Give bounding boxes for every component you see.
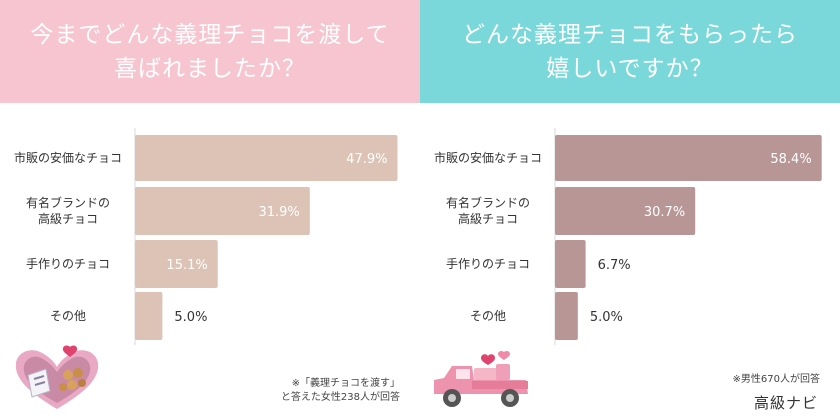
left-footnote-line1: ※「義理チョコを渡す」 [291, 378, 400, 389]
left-title-banner: 今までどんな義理チョコを渡して 喜ばれましたか？ [0, 0, 420, 103]
right-value-label-4: 5.0% [590, 310, 623, 325]
left-value-label-4: 5.0% [174, 310, 207, 325]
right-footnote: ※男性670人が回答 [732, 374, 820, 385]
right-value-label-1: 58.4% [770, 152, 811, 167]
left-bar-2 [135, 187, 310, 235]
right-title-line1: どんな義理チョコをもらったら [462, 21, 798, 48]
left-bar-4 [135, 292, 163, 340]
left-value-label-3: 15.1% [166, 258, 207, 273]
right-bar-chart: 市販の安価なチョコ 58.4% 有名ブランドの高級チョコ 30.7% 手作りのチョコ 6.… [434, 128, 822, 345]
left-footnote-line2: と答えた女性238人が回答 [280, 392, 400, 403]
left-panel: 今までどんな義理チョコを渡して 喜ばれましたか？ 市販の安価なチョコ 47.9% 有… [0, 0, 420, 409]
heart-chocolate-box-icon [15, 345, 99, 409]
right-bar-1 [555, 135, 822, 181]
right-category-label-2: 有名ブランドの高級チョコ [446, 195, 530, 226]
left-title-line2: 喜ばれましたか？ [114, 55, 306, 82]
left-category-label-4: その他 [50, 309, 86, 323]
right-bar-3 [555, 240, 586, 288]
left-bar-chart: 市販の安価なチョコ 47.9% 有名ブランドの高級チョコ 31.9% 手作りのチョコ 15… [14, 128, 398, 345]
right-category-label-1: 市販の安価なチョコ [434, 150, 542, 165]
right-category-label-4: その他 [470, 309, 506, 323]
right-value-label-2: 30.7% [644, 205, 685, 220]
right-panel: どんな義理チョコをもらったら 嬉しいですか？ 市販の安価なチョコ 58.4% 有名ブ… [420, 0, 840, 420]
right-bar-2 [555, 187, 696, 235]
right-title-line2: 嬉しいですか？ [546, 55, 714, 82]
left-bar-3 [135, 240, 218, 288]
left-title-line1: 今までどんな義理チョコを渡して [30, 21, 390, 48]
right-title-banner: どんな義理チョコをもらったら 嬉しいですか？ [420, 0, 840, 103]
left-value-label-1: 47.9% [346, 152, 387, 167]
right-value-label-3: 6.7% [598, 258, 631, 273]
left-category-label-2: 有名ブランドの高級チョコ [26, 195, 110, 226]
right-bar-4 [555, 292, 578, 340]
brand-logo-text: 高級ナビ [753, 394, 818, 412]
pink-truck-hearts-icon [434, 350, 528, 407]
left-footnote: ※「義理チョコを渡す」 と答えた女性238人が回答 [281, 377, 400, 405]
left-category-label-1: 市販の安価なチョコ [14, 150, 122, 165]
right-category-label-3: 手作りのチョコ [446, 257, 530, 271]
left-value-label-2: 31.9% [258, 205, 299, 220]
left-bar-1 [135, 135, 398, 181]
left-category-label-3: 手作りのチョコ [26, 257, 110, 271]
